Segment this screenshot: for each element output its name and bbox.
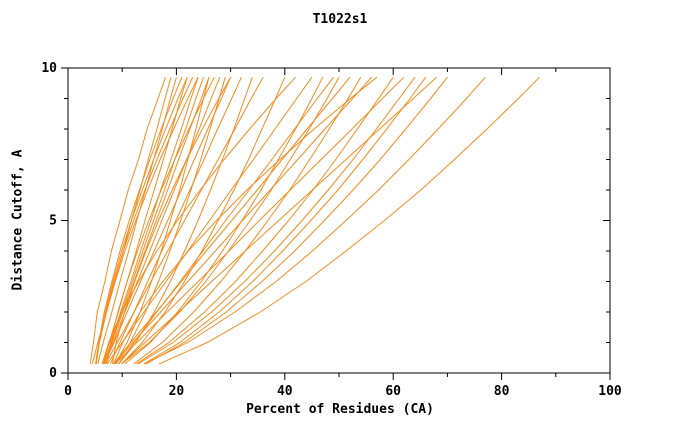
series-line <box>113 76 378 365</box>
series-line <box>95 77 183 364</box>
series-line <box>115 77 226 365</box>
x-tick-label: 80 <box>494 384 510 399</box>
series-line <box>114 76 405 365</box>
series-line <box>136 76 394 365</box>
series-line <box>103 77 221 365</box>
x-tick-label: 0 <box>64 384 72 399</box>
series-line <box>111 76 232 364</box>
series-line <box>104 76 264 365</box>
y-tick-label: 10 <box>41 61 57 76</box>
series-line <box>114 77 210 365</box>
series-line <box>95 76 199 364</box>
series-line <box>106 76 313 365</box>
series-line <box>89 77 167 364</box>
x-tick-label: 20 <box>169 384 185 399</box>
series-line <box>121 77 286 365</box>
series-line <box>137 76 416 365</box>
series-line <box>145 76 448 365</box>
y-tick-label: 0 <box>49 366 57 381</box>
x-tick-label: 40 <box>277 384 293 399</box>
series-line <box>106 76 215 364</box>
series-line <box>143 76 427 365</box>
series-line <box>103 77 204 365</box>
x-tick-label: 100 <box>598 384 622 399</box>
series-line <box>158 76 540 365</box>
series-line <box>121 76 340 365</box>
series-line <box>95 77 188 364</box>
series-line <box>124 76 324 365</box>
series-line <box>101 76 296 365</box>
series-line <box>133 76 362 365</box>
series-line <box>117 76 334 365</box>
series-line <box>121 76 437 365</box>
x-tick-label: 60 <box>385 384 401 399</box>
series-line <box>118 77 253 365</box>
series-lines <box>89 76 540 365</box>
y-tick-label: 5 <box>49 214 57 229</box>
series-line <box>113 76 372 365</box>
axis-ticks <box>61 67 611 380</box>
series-line <box>103 77 232 365</box>
series-line <box>109 76 242 365</box>
series-line <box>144 76 486 365</box>
tick-labels: 0 20 40 60 80 100 0 5 10 <box>41 61 622 399</box>
